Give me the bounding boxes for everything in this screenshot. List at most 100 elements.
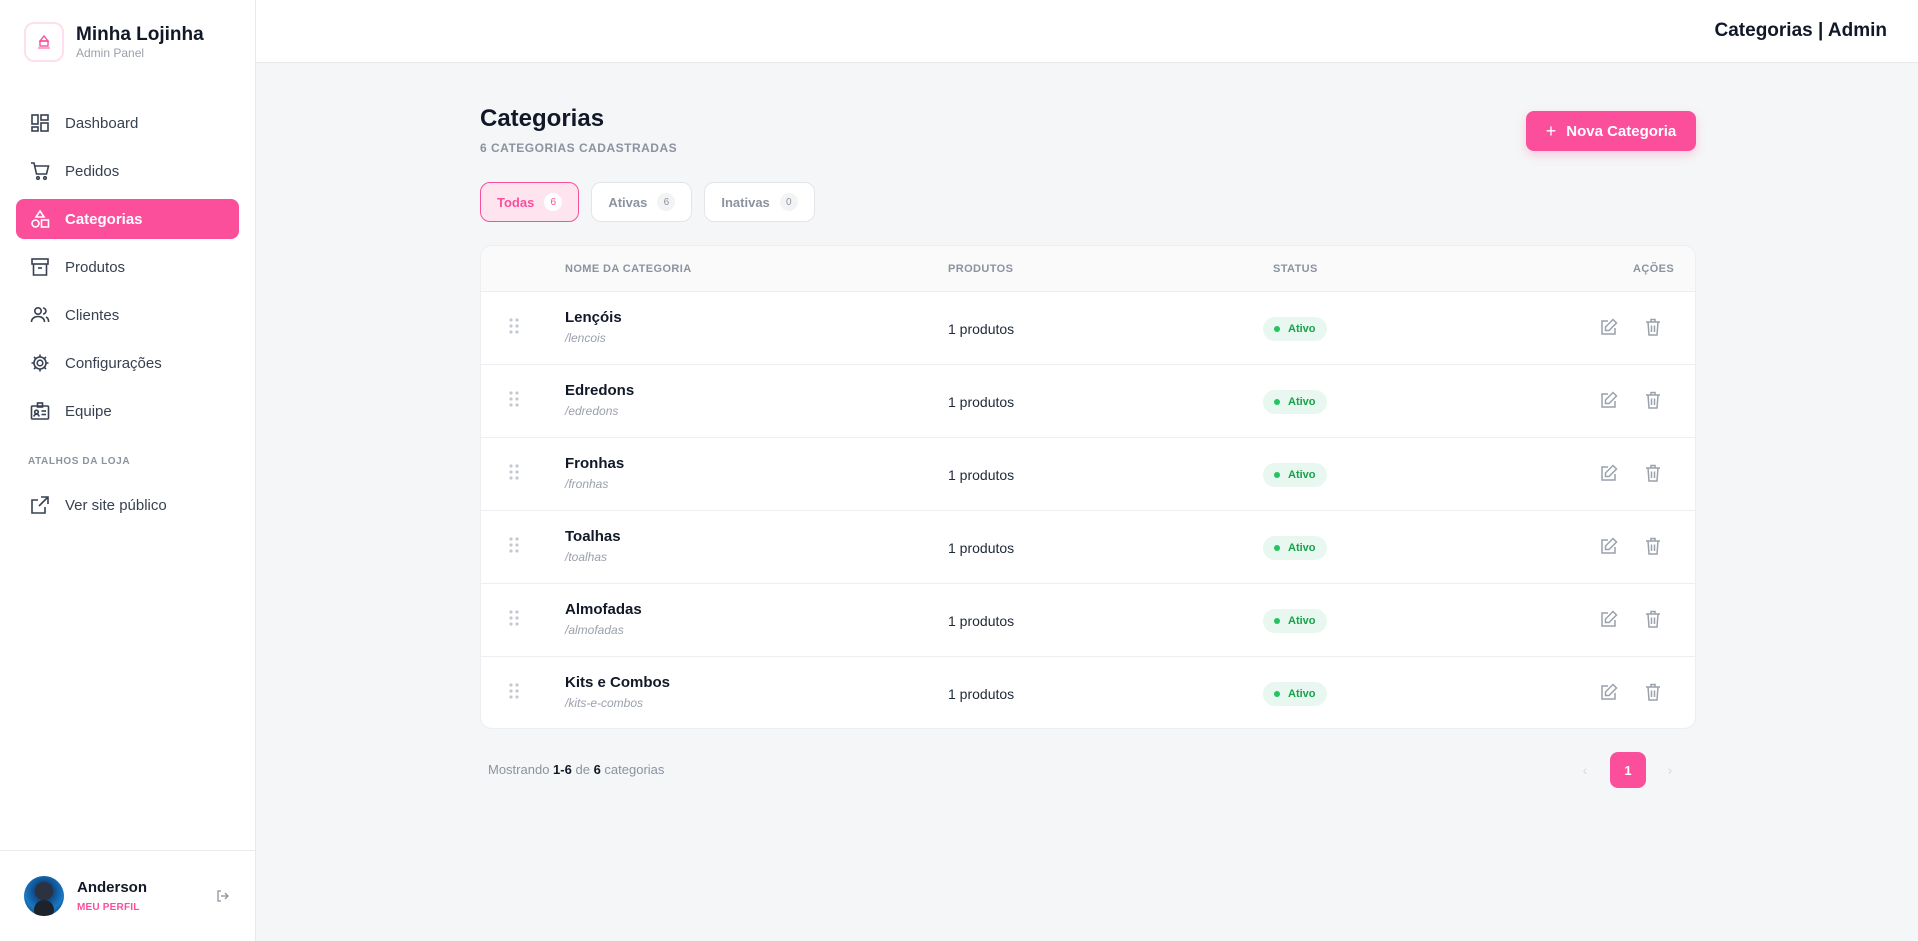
- sidebar-item-clientes[interactable]: Clientes: [16, 295, 239, 335]
- summary-total: 6: [593, 762, 601, 777]
- drag-handle-icon[interactable]: [508, 317, 520, 340]
- cart-icon: [29, 160, 51, 182]
- trash-icon[interactable]: [1643, 390, 1663, 415]
- table-row: Lençóis/lencois 1 produtos Ativo: [481, 292, 1695, 365]
- brand-subtitle: Admin Panel: [76, 46, 145, 60]
- column-header-actions: AÇÕES: [1633, 263, 1675, 275]
- category-product-count: 1 produtos: [948, 467, 1015, 483]
- edit-icon[interactable]: [1599, 390, 1619, 415]
- status-label: Ativo: [1288, 615, 1316, 627]
- sidebar-item-produtos[interactable]: Produtos: [16, 247, 239, 287]
- status-dot: [1274, 691, 1280, 697]
- column-header-products: PRODUTOS: [948, 263, 1014, 275]
- category-name: Lençóis: [565, 309, 622, 326]
- drag-handle-icon[interactable]: [508, 609, 520, 632]
- new-category-button[interactable]: + Nova Categoria: [1526, 111, 1696, 151]
- sidebar-item-label: Categorias: [65, 210, 143, 228]
- filter-count: 6: [544, 193, 563, 211]
- category-name: Almofadas: [565, 601, 642, 618]
- category-slug: /kits-e-combos: [565, 696, 644, 710]
- edit-icon[interactable]: [1599, 317, 1619, 342]
- sidebar-item-label: Produtos: [65, 258, 126, 276]
- external-link-icon: [29, 494, 51, 516]
- categories-table: NOME DA CATEGORIA PRODUTOS STATUS AÇÕES …: [480, 245, 1696, 729]
- category-slug: /lencois: [565, 331, 606, 345]
- sidebar: Minha Lojinha Admin Panel Dashboard Pedi…: [0, 0, 256, 941]
- pagination-prev-button[interactable]: ‹: [1582, 762, 1588, 778]
- category-slug: /edredons: [565, 404, 619, 418]
- plus-icon: +: [1545, 121, 1557, 141]
- sidebar-item-pedidos[interactable]: Pedidos: [16, 151, 239, 191]
- trash-icon[interactable]: [1643, 682, 1663, 707]
- summary-range: 1-6: [553, 762, 572, 777]
- sidebar-item-label: Dashboard: [65, 114, 139, 132]
- header-title: Categorias | Admin: [1714, 20, 1887, 41]
- status-badge: Ativo: [1263, 609, 1327, 633]
- sidebar-item-categorias[interactable]: Categorias: [16, 199, 239, 239]
- filter-tab-ativas[interactable]: Ativas 6: [591, 182, 693, 222]
- status-dot: [1274, 326, 1280, 332]
- brand-name: Minha Lojinha: [76, 24, 204, 45]
- avatar[interactable]: [24, 876, 64, 916]
- sidebar-item-public-site[interactable]: Ver site público: [16, 485, 239, 525]
- pagination-page-1[interactable]: 1: [1610, 752, 1646, 788]
- drag-handle-icon[interactable]: [508, 463, 520, 486]
- edit-icon[interactable]: [1599, 682, 1619, 707]
- store-logo-icon: [24, 22, 64, 62]
- filter-tab-todas[interactable]: Todas 6: [480, 182, 580, 222]
- sidebar-nav: Dashboard Pedidos Categorias Produtos Cl…: [16, 103, 239, 439]
- column-header-name: NOME DA CATEGORIA: [565, 263, 692, 275]
- category-name: Kits e Combos: [565, 674, 671, 691]
- user-profile: Anderson MEU PERFIL: [0, 850, 256, 941]
- status-dot: [1274, 545, 1280, 551]
- status-dot: [1274, 618, 1280, 624]
- status-badge: Ativo: [1263, 317, 1327, 341]
- filter-tab-inativas[interactable]: Inativas 0: [704, 182, 815, 222]
- trash-icon[interactable]: [1643, 317, 1663, 342]
- status-dot: [1274, 399, 1280, 405]
- sidebar-item-configuracoes[interactable]: Configurações: [16, 343, 239, 383]
- edit-icon[interactable]: [1599, 536, 1619, 561]
- sidebar-item-label: Configurações: [65, 354, 162, 372]
- sidebar-item-label: Pedidos: [65, 162, 120, 180]
- users-icon: [29, 304, 51, 326]
- trash-icon[interactable]: [1643, 536, 1663, 561]
- logout-icon[interactable]: [216, 889, 230, 908]
- filter-label: Inativas: [721, 194, 770, 210]
- edit-icon[interactable]: [1599, 609, 1619, 634]
- pagination-next-button[interactable]: ›: [1667, 762, 1673, 778]
- trash-icon[interactable]: [1643, 609, 1663, 634]
- new-category-label: Nova Categoria: [1566, 122, 1677, 140]
- category-name: Fronhas: [565, 455, 625, 472]
- my-profile-link[interactable]: MEU PERFIL: [77, 902, 140, 913]
- sidebar-item-equipe[interactable]: Equipe: [16, 391, 239, 431]
- brand[interactable]: Minha Lojinha Admin Panel: [24, 22, 204, 62]
- summary-suffix: categorias: [604, 762, 665, 777]
- table-body: Lençóis/lencois 1 produtos Ativo Edredons/e…: [481, 292, 1695, 728]
- status-label: Ativo: [1288, 323, 1316, 335]
- category-product-count: 1 produtos: [948, 394, 1015, 410]
- sidebar-item-dashboard[interactable]: Dashboard: [16, 103, 239, 143]
- edit-icon[interactable]: [1599, 463, 1619, 488]
- status-label: Ativo: [1288, 542, 1316, 554]
- table-header: NOME DA CATEGORIA PRODUTOS STATUS AÇÕES: [481, 246, 1695, 292]
- drag-handle-icon[interactable]: [508, 682, 520, 705]
- table-row: Almofadas/almofadas 1 produtos Ativo: [481, 584, 1695, 657]
- trash-icon[interactable]: [1643, 463, 1663, 488]
- gear-icon: [29, 352, 51, 374]
- page-title: Categorias: [480, 105, 605, 132]
- category-name: Edredons: [565, 382, 635, 399]
- drag-handle-icon[interactable]: [508, 390, 520, 413]
- sidebar-item-label: Equipe: [65, 402, 112, 420]
- table-row: Toalhas/toalhas 1 produtos Ativo: [481, 511, 1695, 584]
- category-product-count: 1 produtos: [948, 613, 1015, 629]
- category-slug: /almofadas: [565, 623, 624, 637]
- column-header-status: STATUS: [1273, 263, 1318, 275]
- filter-label: Todas: [497, 194, 535, 210]
- sidebar-item-label: Clientes: [65, 306, 120, 324]
- page-subtitle: 6 CATEGORIAS CADASTRADAS: [480, 141, 678, 155]
- filter-count: 0: [779, 193, 798, 211]
- status-badge: Ativo: [1263, 463, 1327, 487]
- category-product-count: 1 produtos: [948, 540, 1015, 556]
- drag-handle-icon[interactable]: [508, 536, 520, 559]
